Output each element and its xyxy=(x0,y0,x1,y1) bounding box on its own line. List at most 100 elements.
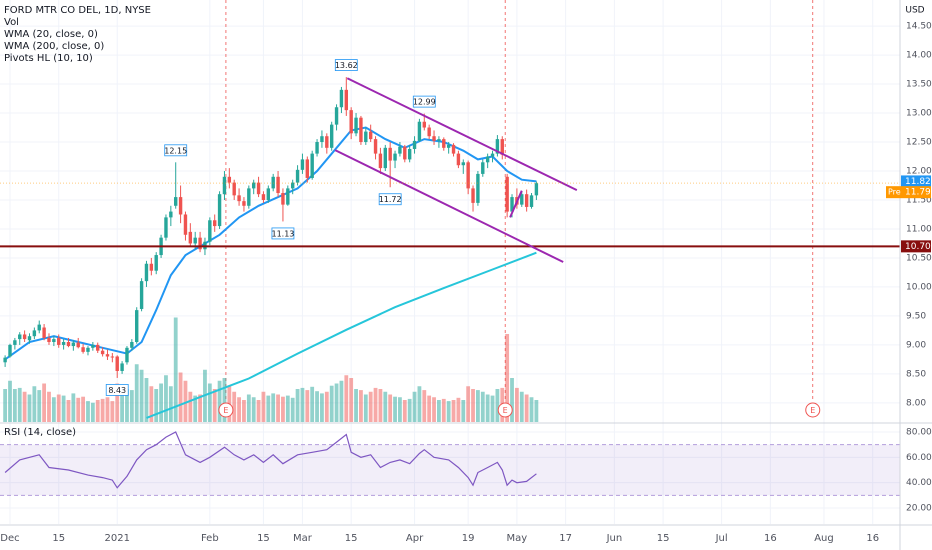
candle-body xyxy=(198,237,202,250)
volume-bar xyxy=(388,394,393,422)
volume-bar xyxy=(485,394,490,422)
candle-body xyxy=(446,144,451,148)
candle-body xyxy=(71,342,76,347)
volume-bar xyxy=(456,397,461,422)
volume-bar xyxy=(154,389,159,422)
chart-title: FORD MTR CO DEL, 1D, NYSE xyxy=(4,5,151,16)
volume-bar xyxy=(490,395,495,422)
candle-body xyxy=(232,182,236,196)
volume-bar xyxy=(232,391,237,422)
volume-bar xyxy=(368,391,373,422)
rsi-band xyxy=(0,444,900,496)
x-tick-label: 16 xyxy=(764,533,777,544)
candle-body xyxy=(3,357,7,363)
candle-body xyxy=(417,121,422,141)
volume-bar xyxy=(183,380,188,422)
candle-body xyxy=(13,340,17,345)
candle-body xyxy=(373,139,378,154)
volume-bar xyxy=(422,390,427,422)
pivot-label: 12.99 xyxy=(413,98,436,107)
x-tick-label: 15 xyxy=(345,533,358,544)
candle-body xyxy=(437,139,441,141)
candle-body xyxy=(320,136,324,143)
volume-bar xyxy=(393,396,397,422)
y-tick-label: 11.00 xyxy=(906,224,932,234)
volume-bar xyxy=(349,378,354,422)
candle-body xyxy=(222,176,227,195)
volume-bar xyxy=(222,378,227,422)
candle-body xyxy=(37,324,41,331)
x-tick-label: 16 xyxy=(866,533,879,544)
candle-body xyxy=(105,354,110,357)
event-label: E xyxy=(223,406,228,415)
volume-bar xyxy=(129,390,134,422)
volume-bar xyxy=(529,397,534,422)
event-marker xyxy=(497,402,513,418)
volume-bar xyxy=(95,400,100,422)
candle-body xyxy=(286,188,290,205)
candle-body xyxy=(500,139,504,155)
volume-bar xyxy=(441,398,446,422)
volume-bar xyxy=(480,391,485,422)
candle-body xyxy=(524,194,529,207)
candle-body xyxy=(334,107,339,125)
candle-body xyxy=(164,217,168,238)
candle-body xyxy=(364,131,368,143)
y-tick-label: 10.50 xyxy=(906,253,932,263)
pivot-label: 13.62 xyxy=(335,61,358,70)
x-tick-label: Dec xyxy=(0,533,19,544)
price-pane: 8.43 12.15 11.13 13.62 11.72 12.99 xyxy=(0,59,900,422)
candle-body xyxy=(485,156,490,163)
candle-body xyxy=(495,139,500,154)
rsi-title: RSI (14, close) xyxy=(4,427,76,438)
volume-bar xyxy=(383,391,388,422)
candle-body xyxy=(8,344,12,357)
candle-body xyxy=(442,139,446,148)
volume-bar xyxy=(363,394,368,422)
candle-body xyxy=(339,89,344,108)
candle-body xyxy=(169,211,173,218)
y-tick-label: 9.50 xyxy=(906,311,926,321)
candle-body xyxy=(22,334,27,340)
candle-body xyxy=(110,356,115,358)
candle-body xyxy=(237,195,241,202)
volume-bar xyxy=(251,397,256,422)
candle-body xyxy=(466,162,470,189)
candle-body xyxy=(61,342,66,345)
candle-body xyxy=(505,176,509,212)
candle-body xyxy=(76,342,80,348)
y-tick-label: 80.00 xyxy=(906,427,932,437)
volume-bar xyxy=(505,334,510,422)
volume-bar xyxy=(378,389,383,422)
volume-bar xyxy=(310,386,315,422)
volume-bar xyxy=(168,386,173,422)
volume-bar xyxy=(81,396,86,422)
candle-body xyxy=(27,336,32,341)
candle-body xyxy=(461,162,465,166)
volume-bar xyxy=(242,400,246,422)
volume-bar xyxy=(71,393,76,422)
volume-bar xyxy=(212,389,217,422)
x-tick-label: 19 xyxy=(462,533,475,544)
candle-body xyxy=(188,231,193,244)
pivot-box xyxy=(334,59,358,71)
candle-body xyxy=(456,153,461,166)
volume-bar xyxy=(207,383,212,422)
volume-bar xyxy=(8,380,12,422)
volume-bar xyxy=(407,398,412,422)
y-tick-label: 14.00 xyxy=(906,51,932,61)
candle-body xyxy=(247,188,251,206)
volume-bar xyxy=(354,389,358,422)
candle-body xyxy=(208,220,212,242)
candle-body xyxy=(276,176,280,194)
volume-bar xyxy=(86,401,90,422)
volume-bar xyxy=(402,400,407,422)
volume-bar xyxy=(198,394,202,422)
volume-bar xyxy=(100,398,105,422)
volume-bar xyxy=(300,387,305,422)
currency: USD xyxy=(905,6,924,16)
volume-bar xyxy=(173,317,178,422)
volume-bar xyxy=(42,383,47,422)
volume-bar xyxy=(217,380,222,422)
